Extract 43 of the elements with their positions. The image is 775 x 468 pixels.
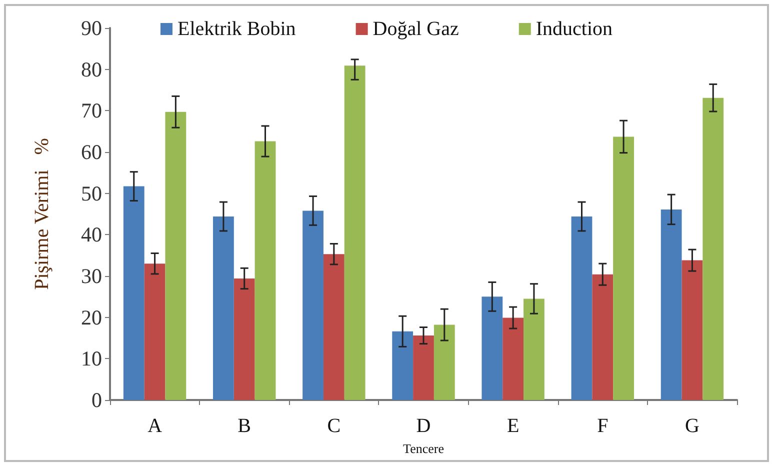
y-axis-title: Pişirme Verimi % [31,138,53,290]
bar [165,112,186,400]
bar [234,278,255,400]
legend-label: Elektrik Bobin [177,18,296,40]
y-tick-label: 10 [81,346,102,371]
y-tick-label: 30 [81,264,102,288]
x-tick-label: A [148,415,163,437]
x-tick-label: G [684,415,700,437]
bar [682,260,703,400]
bar [213,216,234,400]
bar [302,210,324,400]
y-tick-label: 40 [81,222,102,247]
bar [413,336,434,400]
y-tick-label: 60 [81,140,102,164]
y-tick-label: 20 [81,305,102,330]
y-tick-label: 90 [81,16,102,40]
bar [482,296,503,400]
x-tick-label: C [327,415,341,437]
bar [702,98,724,400]
bar [123,186,144,400]
bar [434,324,455,400]
bar [254,141,276,400]
y-tick-label: 80 [81,57,102,82]
bar [524,298,544,400]
bar [613,136,634,400]
x-tick-label: D [416,415,431,437]
y-tick-label: 50 [81,181,102,206]
bar [660,209,682,400]
legend-label: Induction [536,18,613,40]
bar [592,274,614,400]
bar [571,216,592,400]
bar [144,264,166,400]
bar [323,254,344,400]
y-tick-label: 0 [92,388,102,412]
x-axis-title: Tencere [403,441,444,456]
x-tick-label: B [238,415,252,437]
x-tick-label: F [597,415,608,437]
legend-label: Doğal Gaz [372,18,459,40]
y-tick-label: 70 [81,98,102,123]
bar [392,331,414,400]
bar [344,66,366,400]
bar [502,318,524,400]
x-tick-label: E [506,415,520,437]
